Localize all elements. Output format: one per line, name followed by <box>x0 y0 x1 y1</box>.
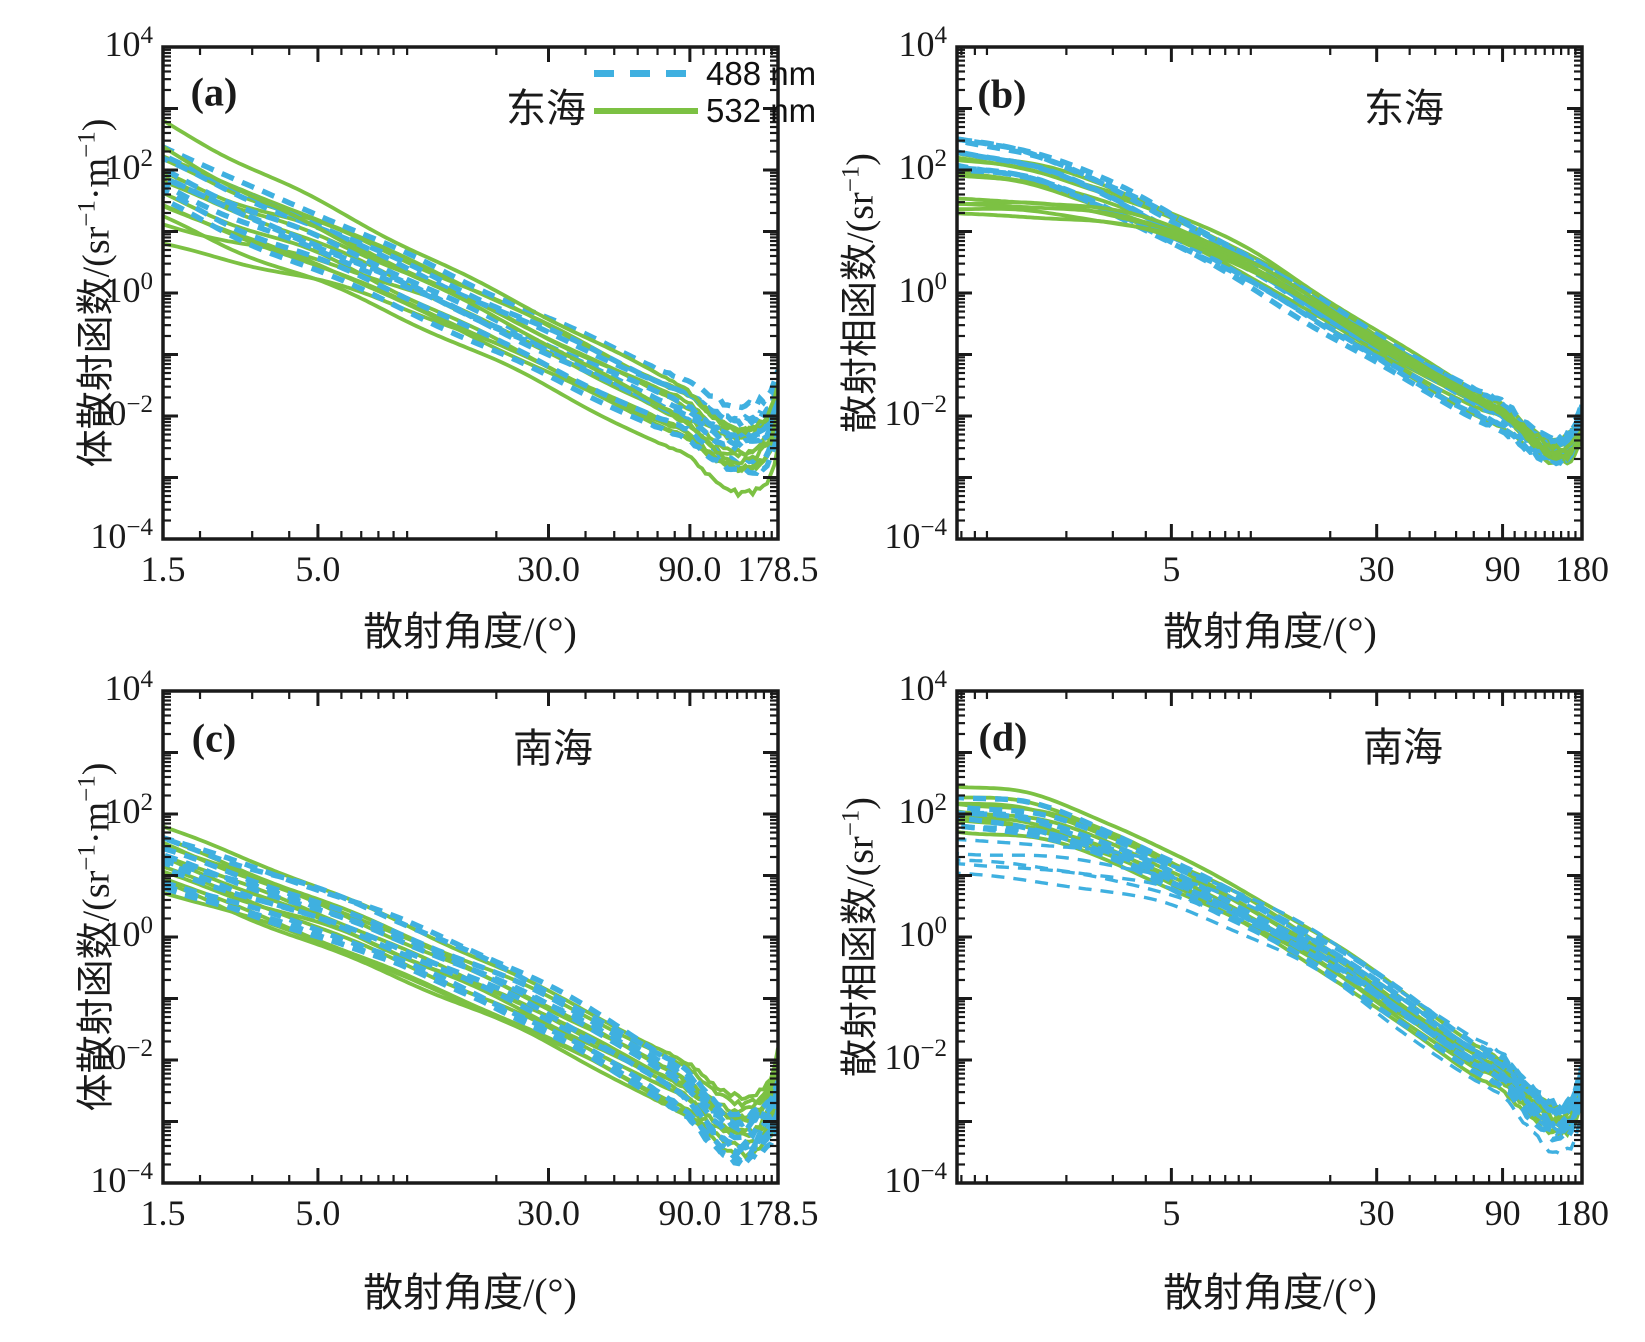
curve-532nm <box>163 145 778 466</box>
curve-488nm <box>163 860 778 1153</box>
curve-488nm <box>163 835 778 1120</box>
curve-488nm <box>957 136 1582 446</box>
curve-488nm <box>163 196 778 476</box>
curve-488nm <box>957 794 1582 1112</box>
curve-532nm <box>163 214 778 499</box>
curve-532nm <box>957 196 1582 456</box>
curve-488nm <box>163 858 778 1129</box>
curve-488nm <box>163 845 778 1133</box>
curves-b <box>957 136 1582 469</box>
panel-c <box>161 689 780 1185</box>
curve-488nm <box>163 835 778 1127</box>
curve-488nm <box>163 152 778 426</box>
curve-488nm <box>957 851 1582 1117</box>
curve-488nm <box>163 166 778 441</box>
curve-488nm <box>957 871 1582 1156</box>
curve-488nm <box>163 174 778 448</box>
curve-532nm <box>957 173 1582 463</box>
curve-532nm <box>957 815 1582 1130</box>
curves-c <box>163 824 778 1168</box>
curve-488nm <box>957 164 1582 464</box>
curve-532nm <box>957 818 1582 1131</box>
curves-a <box>163 118 778 499</box>
curve-488nm <box>163 144 778 411</box>
curve-532nm <box>163 824 778 1102</box>
curve-488nm <box>163 187 778 468</box>
curve-488nm <box>163 155 778 430</box>
curve-532nm <box>163 118 778 436</box>
panel-a <box>161 45 780 541</box>
curve-488nm <box>957 858 1582 1133</box>
curve-488nm <box>957 823 1582 1143</box>
curve-532nm <box>163 854 778 1137</box>
curve-532nm <box>163 241 778 474</box>
curve-532nm <box>163 169 778 441</box>
panel-b <box>955 45 1584 541</box>
curve-488nm <box>957 837 1582 1113</box>
curve-488nm <box>163 879 778 1156</box>
curve-488nm <box>163 885 778 1164</box>
curve-488nm <box>957 810 1582 1117</box>
curve-488nm <box>957 815 1582 1137</box>
curve-532nm <box>957 784 1582 1114</box>
curve-488nm <box>957 861 1582 1137</box>
curve-532nm <box>163 836 778 1109</box>
curves-d <box>957 784 1582 1156</box>
panel-d <box>955 689 1584 1185</box>
curve-488nm <box>163 175 778 440</box>
curve-488nm <box>163 882 778 1168</box>
